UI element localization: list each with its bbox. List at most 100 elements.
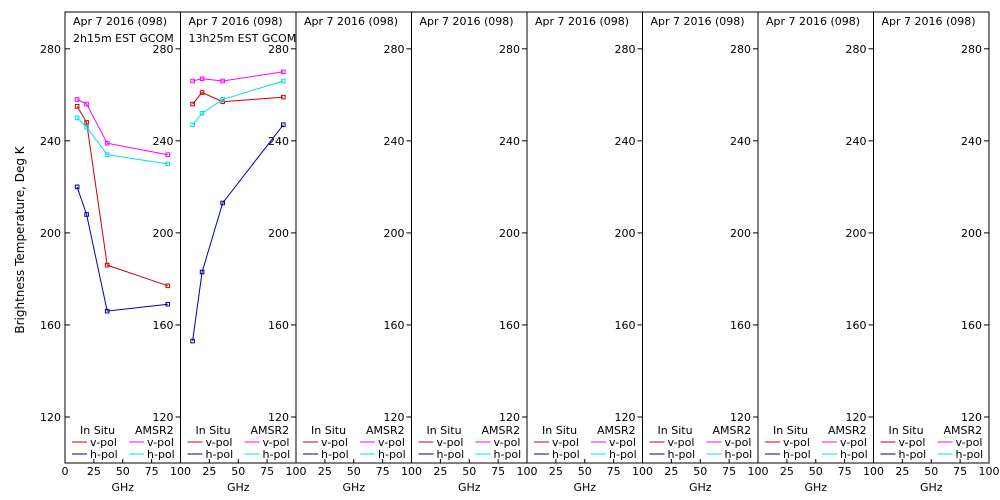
data-point — [190, 78, 195, 84]
x-tick-label: 100 — [517, 465, 538, 478]
legend-col2: AMSR2 — [713, 424, 752, 437]
x-tick-label: 50 — [809, 465, 823, 478]
legend-col1: In Situ — [658, 424, 693, 437]
legend-label: v-pol — [263, 436, 290, 449]
x-tick-label: 75 — [145, 465, 159, 478]
legend-col1: In Situ — [80, 424, 115, 437]
data-point — [280, 78, 286, 84]
y-tick-label-left: 240 — [40, 135, 61, 148]
series-insitu_v — [74, 104, 171, 289]
legend-label: h-pol — [552, 448, 580, 461]
data-point — [84, 101, 89, 107]
panel-7: 120 160 200 240 280 25 50 75 100 GHz Apr 7 2016 (0… — [757, 11, 884, 494]
x-tick-label: 25 — [664, 465, 678, 478]
y-tick-label: 280 — [961, 43, 982, 56]
x-tick-label: 50 — [347, 465, 361, 478]
x-tick-label: 25 — [549, 465, 563, 478]
x-axis-label: GHz — [458, 481, 481, 494]
y-tick-label: 240 — [153, 135, 174, 148]
data-point — [165, 152, 171, 157]
x-tick-label: 25 — [318, 465, 332, 478]
panel-title: Apr 7 2016 (098) — [420, 15, 514, 28]
legend-col1: In Situ — [311, 424, 346, 437]
y-axis-label-group: Brightness Temperature, Deg K — [13, 145, 27, 333]
x-tick-label: 75 — [260, 465, 274, 478]
y-tick-label: 240 — [268, 135, 289, 148]
x-tick-label: 100 — [748, 465, 769, 478]
y-tick-label: 160 — [961, 319, 982, 332]
x-tick-label: 75 — [607, 465, 621, 478]
panel-title: Apr 7 2016 (098) — [189, 15, 283, 28]
y-tick-label-left: 280 — [40, 43, 61, 56]
data-point — [84, 212, 89, 217]
legend-label: v-pol — [783, 436, 810, 449]
y-tick-label: 160 — [268, 319, 289, 332]
series-amsr2_h — [74, 115, 171, 167]
panel-frame — [180, 11, 297, 464]
y-tick-label: 120 — [268, 411, 289, 424]
x-tick-label: 100 — [979, 465, 1000, 478]
panel-subtitle: 13h25m EST GCOM — [189, 32, 297, 45]
panel-frame — [295, 11, 412, 464]
x-tick-label: 25 — [780, 465, 794, 478]
legend-label: h-pol — [609, 448, 637, 461]
data-point — [280, 94, 286, 100]
series-line — [192, 80, 284, 126]
legend-col2: AMSR2 — [251, 424, 290, 437]
legend-col2: AMSR2 — [828, 424, 867, 437]
y-tick-label: 280 — [615, 43, 636, 56]
y-tick-label: 160 — [384, 319, 405, 332]
legend-label: v-pol — [494, 436, 521, 449]
data-point — [199, 110, 205, 116]
panel-8: 120 160 200 240 280 25 50 75 100 GHz Apr 7 2016 (0… — [873, 11, 1000, 494]
y-tick-label: 280 — [499, 43, 520, 56]
x-axis-label: GHz — [804, 481, 827, 494]
legend-label: h-pol — [956, 448, 984, 461]
panel-title: Apr 7 2016 (098) — [766, 15, 860, 28]
y-tick-label-left: 120 — [40, 411, 61, 424]
data-point — [220, 78, 225, 84]
legend-label: h-pol — [494, 448, 522, 461]
series-line — [76, 106, 168, 287]
data-point — [165, 161, 171, 167]
y-tick-label: 120 — [961, 411, 982, 424]
legend-col2: AMSR2 — [135, 424, 174, 437]
data-point — [74, 104, 80, 109]
legend-label: v-pol — [668, 436, 695, 449]
legend-label: v-pol — [378, 436, 405, 449]
series-insitu_h — [74, 184, 171, 314]
y-tick-label: 240 — [961, 135, 982, 148]
x-tick-label: 75 — [722, 465, 736, 478]
panel-frame — [64, 11, 181, 464]
panel-frame — [411, 11, 528, 464]
legend-label: h-pol — [899, 448, 927, 461]
legend-label: v-pol — [840, 436, 867, 449]
y-tick-label: 160 — [499, 319, 520, 332]
data-point — [104, 308, 110, 314]
panel-title: Apr 7 2016 (098) — [73, 15, 167, 28]
series-line — [76, 186, 168, 312]
x-tick-label: 100 — [632, 465, 653, 478]
x-tick-label: 50 — [578, 465, 592, 478]
data-point — [104, 140, 110, 146]
x-tick-label: 75 — [953, 465, 967, 478]
data-point — [74, 115, 80, 121]
series-line — [76, 117, 168, 165]
legend-col1: In Situ — [427, 424, 462, 437]
x-tick-label: 50 — [693, 465, 707, 478]
series-insitu_v — [190, 90, 286, 107]
legend-col2: AMSR2 — [482, 424, 521, 437]
series-line — [76, 98, 168, 156]
panel-frame — [873, 11, 990, 464]
panel-title: Apr 7 2016 (098) — [304, 15, 398, 28]
panel-5: 120 160 200 240 280 25 50 75 100 GHz Apr 7 2016 (0… — [526, 11, 653, 494]
data-point — [280, 122, 286, 128]
x-axis-label: GHz — [573, 481, 596, 494]
legend-label: h-pol — [263, 448, 291, 461]
